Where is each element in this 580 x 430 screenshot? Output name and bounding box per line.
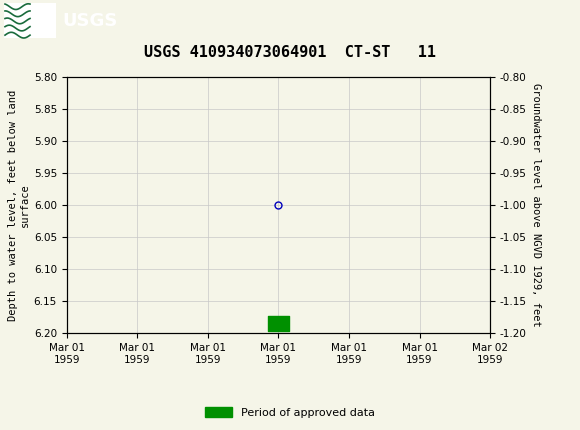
Y-axis label: Depth to water level, feet below land
surface: Depth to water level, feet below land su… [8, 90, 30, 321]
Legend: Period of approved data: Period of approved data [200, 403, 380, 422]
Text: USGS: USGS [62, 12, 117, 30]
Y-axis label: Groundwater level above NGVD 1929, feet: Groundwater level above NGVD 1929, feet [531, 83, 541, 327]
Text: USGS 410934073064901  CT-ST   11: USGS 410934073064901 CT-ST 11 [144, 45, 436, 60]
FancyBboxPatch shape [4, 3, 56, 38]
